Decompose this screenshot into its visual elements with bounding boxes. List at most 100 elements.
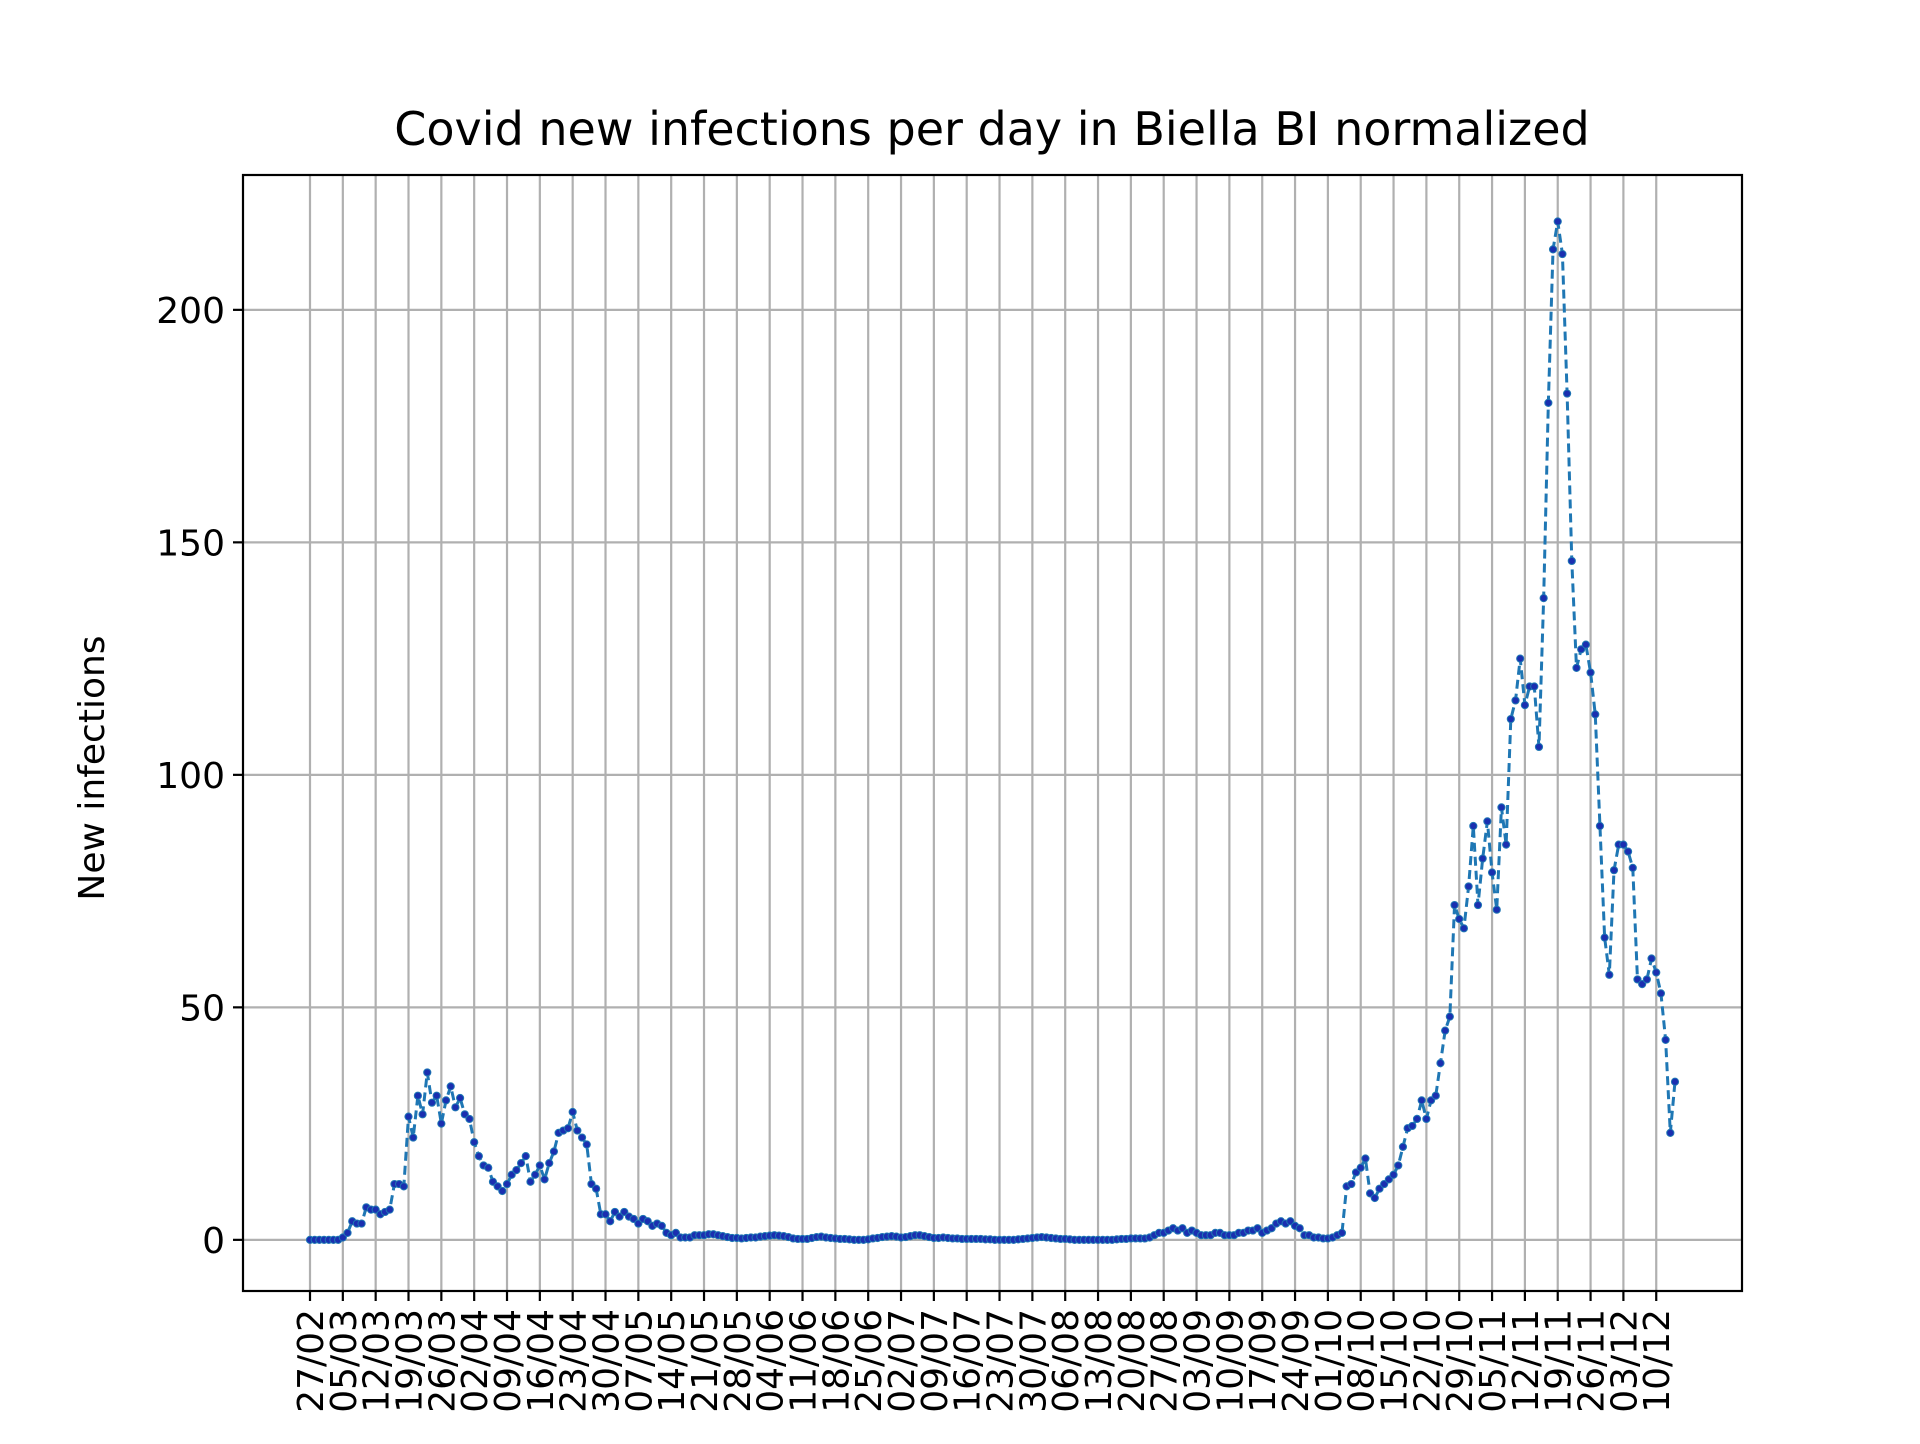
- x-tick-label: 05/11: [1473, 1309, 1514, 1413]
- data-point: [1586, 668, 1595, 677]
- data-point: [451, 1103, 460, 1112]
- data-point: [1619, 840, 1628, 849]
- data-point: [531, 1170, 540, 1179]
- data-point: [1389, 1170, 1398, 1179]
- x-tick-label: 24/09: [1276, 1309, 1317, 1413]
- data-point: [535, 1161, 544, 1170]
- data-point: [427, 1098, 437, 1107]
- data-point: [441, 1096, 451, 1105]
- x-tick-label: 14/05: [652, 1309, 693, 1413]
- x-tick-label: 23/04: [554, 1309, 595, 1413]
- data-point: [470, 1138, 479, 1147]
- data-point: [343, 1228, 352, 1237]
- data-point: [1455, 914, 1464, 924]
- plot-frame: [241, 173, 1744, 1293]
- x-tick-label: 01/10: [1309, 1309, 1350, 1413]
- x-tick-label: 19/11: [1539, 1309, 1580, 1413]
- x-tick-label: 27/08: [1145, 1309, 1186, 1413]
- x-tick-label: 21/05: [685, 1309, 726, 1413]
- data-point: [502, 1179, 512, 1189]
- x-tick-label: 03/09: [1178, 1309, 1219, 1413]
- x-tick-label: 22/10: [1407, 1309, 1448, 1413]
- data-point: [1492, 905, 1501, 914]
- x-tick-label: 12/03: [357, 1309, 398, 1413]
- y-tick-label: 100: [156, 756, 225, 797]
- data-point: [1506, 714, 1515, 724]
- data-point: [484, 1163, 493, 1172]
- data-point: [1534, 742, 1544, 752]
- x-tick-label: 25/06: [849, 1309, 890, 1413]
- data-point: [1295, 1224, 1304, 1233]
- x-tick-label: 06/08: [1046, 1309, 1087, 1413]
- data-point: [1511, 696, 1520, 705]
- data-point: [1473, 900, 1483, 910]
- x-tick-label: 12/11: [1506, 1309, 1547, 1413]
- data-point: [1356, 1163, 1365, 1172]
- x-tick-label: 29/10: [1440, 1309, 1481, 1413]
- data-point: [1445, 1012, 1454, 1021]
- data-point: [521, 1152, 530, 1161]
- data-point: [568, 1107, 577, 1117]
- data-point: [385, 1205, 394, 1214]
- x-tick-label: 07/05: [619, 1309, 660, 1413]
- x-tick-label: 18/06: [816, 1309, 857, 1413]
- data-point: [657, 1221, 666, 1231]
- x-tick-label: 08/10: [1342, 1309, 1383, 1413]
- y-axis-label: New infections: [72, 635, 113, 900]
- data-point: [1417, 1096, 1426, 1105]
- y-tick-label: 150: [156, 523, 225, 564]
- data-point: [549, 1147, 559, 1156]
- data-point: [1581, 640, 1590, 649]
- x-tick-label: 15/10: [1375, 1309, 1416, 1413]
- x-tick-label: 16/04: [521, 1309, 562, 1413]
- data-point: [1398, 1142, 1408, 1151]
- data-point: [1600, 933, 1609, 942]
- data-point: [1483, 817, 1492, 826]
- data-point: [432, 1091, 441, 1100]
- data-point: [512, 1166, 521, 1175]
- data-point: [1408, 1121, 1417, 1131]
- data-point: [1567, 556, 1576, 566]
- data-point: [1642, 975, 1651, 984]
- data-point: [1422, 1114, 1431, 1124]
- data-point: [1516, 654, 1525, 663]
- data-point: [1497, 803, 1506, 812]
- data-point: [1623, 847, 1633, 856]
- x-tick-label: 26/11: [1572, 1309, 1613, 1413]
- data-point: [1464, 882, 1473, 891]
- data-point: [1520, 701, 1530, 710]
- data-point: [404, 1112, 413, 1121]
- x-tick-label: 10/12: [1637, 1309, 1678, 1413]
- x-tick-label: 13/08: [1079, 1309, 1120, 1413]
- data-point: [582, 1140, 591, 1149]
- x-tick-label: 09/04: [488, 1309, 529, 1413]
- data-point: [573, 1126, 582, 1135]
- data-point: [1656, 989, 1666, 998]
- data-point: [423, 1068, 432, 1077]
- data-point: [1652, 968, 1661, 977]
- x-tick-label: 30/07: [1013, 1309, 1054, 1413]
- x-tick-label: 27/02: [291, 1309, 332, 1413]
- x-tick-label: 30/04: [587, 1309, 628, 1413]
- data-point: [357, 1219, 366, 1228]
- data-point: [1572, 663, 1581, 673]
- data-point: [1539, 594, 1548, 603]
- data-point: [465, 1114, 474, 1124]
- data-point: [1337, 1228, 1347, 1237]
- data-point: [1530, 682, 1539, 691]
- data-point: [563, 1124, 573, 1133]
- y-tick-label: 0: [202, 1221, 225, 1262]
- data-point: [1361, 1154, 1370, 1163]
- data-point: [1441, 1026, 1450, 1035]
- y-tick-label: 200: [156, 291, 225, 332]
- data-point: [577, 1133, 587, 1142]
- data-point: [1412, 1114, 1422, 1124]
- data-point: [1469, 821, 1478, 831]
- data-point: [1563, 389, 1572, 398]
- x-tick-label: 26/03: [422, 1309, 463, 1413]
- x-tick-label: 16/07: [948, 1309, 989, 1413]
- data-point: [545, 1159, 554, 1168]
- data-point: [498, 1186, 507, 1196]
